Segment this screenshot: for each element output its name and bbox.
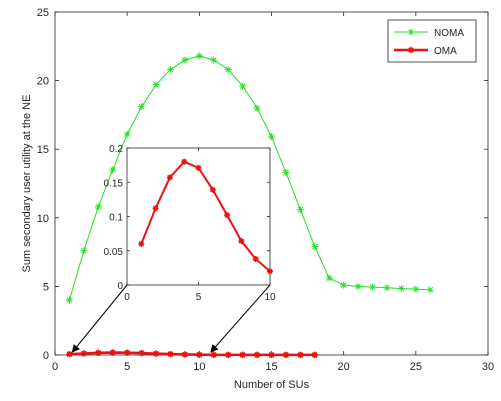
- series-noma-point: [412, 285, 420, 293]
- y-tick-label: 15: [37, 144, 49, 156]
- series-noma-point: [340, 281, 348, 289]
- series-oma-point: [311, 351, 318, 359]
- inset-y-tick-label: 0.1: [109, 213, 123, 224]
- series-noma-point: [239, 82, 247, 90]
- inset-series-point: [238, 238, 245, 245]
- y-tick-label: 5: [43, 281, 49, 293]
- series-noma-point: [94, 203, 102, 211]
- series-oma-point: [282, 351, 290, 359]
- legend-label: OMA: [434, 46, 457, 57]
- inset-series-point: [138, 240, 145, 247]
- series-oma-point: [253, 351, 261, 359]
- inset-series-point: [152, 205, 159, 212]
- inset-x-tick-label: 10: [264, 292, 276, 303]
- x-tick-label: 5: [124, 361, 130, 373]
- series-noma-point: [369, 283, 377, 291]
- series-noma-point: [311, 243, 319, 251]
- x-tick-label: 30: [482, 361, 494, 373]
- y-axis-label: Sum secondary user utility at the NE: [21, 95, 33, 273]
- legend-entry: NOMA: [394, 28, 464, 39]
- series-noma-point: [123, 130, 131, 138]
- inset-y-tick-label: 0.2: [109, 144, 123, 155]
- series-oma-point: [109, 349, 116, 356]
- legend-marker: [407, 28, 415, 36]
- legend-marker: [407, 46, 415, 54]
- inset-series-line: [140, 160, 271, 273]
- series-oma-point: [138, 349, 145, 357]
- series-oma-point: [239, 351, 246, 359]
- legend-label: NOMA: [434, 28, 464, 39]
- y-tick-label: 20: [37, 76, 49, 88]
- x-tick-label: 0: [52, 361, 58, 373]
- legend-box: [387, 19, 477, 63]
- series-oma-point: [210, 351, 217, 359]
- series-noma-point: [268, 133, 275, 141]
- series-noma-point: [253, 104, 261, 112]
- series-noma-point: [426, 286, 434, 294]
- series-noma-point: [80, 247, 88, 255]
- series-noma-point: [224, 66, 232, 74]
- x-tick-label: 25: [410, 361, 422, 373]
- series-noma-point: [282, 169, 290, 177]
- y-tick-label: 10: [37, 213, 49, 225]
- series-oma-point: [181, 351, 189, 358]
- inset-series-point: [209, 186, 216, 193]
- series-oma-point: [196, 351, 203, 358]
- zoom-arrow-left: [71, 284, 128, 353]
- inset-x-tick-label: 0: [124, 292, 130, 303]
- series-noma-point: [296, 206, 304, 214]
- x-axis-label: Number of SUs: [234, 379, 310, 391]
- inset-y-tick-label: 0.05: [104, 247, 124, 258]
- series-noma-point: [195, 52, 203, 60]
- inset-series-point: [181, 158, 188, 165]
- series-noma-point: [210, 56, 218, 64]
- series-noma-point: [152, 81, 160, 89]
- inset-x-tick-label: 5: [196, 292, 202, 303]
- series-oma-point: [297, 351, 304, 359]
- series-oma-point: [95, 349, 102, 357]
- x-tick-label: 10: [193, 361, 205, 373]
- y-tick-label: 0: [43, 350, 49, 362]
- inset-y-tick-label: 0: [117, 281, 123, 292]
- legend-entry: OMA: [394, 46, 457, 57]
- series-noma-point: [181, 56, 189, 64]
- inset-series-point: [252, 255, 259, 262]
- series-oma-point: [225, 351, 232, 359]
- inset-series-point: [224, 212, 231, 219]
- inset-y-tick-label: 0.15: [104, 178, 124, 189]
- series-oma-point: [268, 351, 275, 359]
- x-tick-label: 15: [265, 361, 277, 373]
- zoom-arrow-right: [210, 284, 271, 353]
- series-oma-point: [66, 350, 73, 358]
- series-noma-point: [383, 284, 391, 292]
- series-noma-point: [354, 282, 362, 290]
- series-noma-point: [397, 284, 405, 292]
- inset-series-point: [166, 174, 173, 181]
- y-tick-label: 25: [37, 7, 49, 19]
- series-noma-point: [138, 103, 146, 111]
- inset-series-point: [267, 268, 273, 275]
- series-noma-point: [166, 66, 174, 74]
- inset-series-point: [195, 164, 202, 171]
- x-tick-label: 20: [338, 361, 350, 373]
- series-oma-point: [167, 350, 174, 358]
- series-oma-point: [123, 349, 131, 356]
- series-oma-point: [80, 350, 88, 357]
- series-noma-point: [325, 274, 333, 282]
- series-noma-point: [109, 166, 117, 174]
- series-noma-point: [65, 296, 73, 304]
- series-oma-point: [152, 350, 160, 357]
